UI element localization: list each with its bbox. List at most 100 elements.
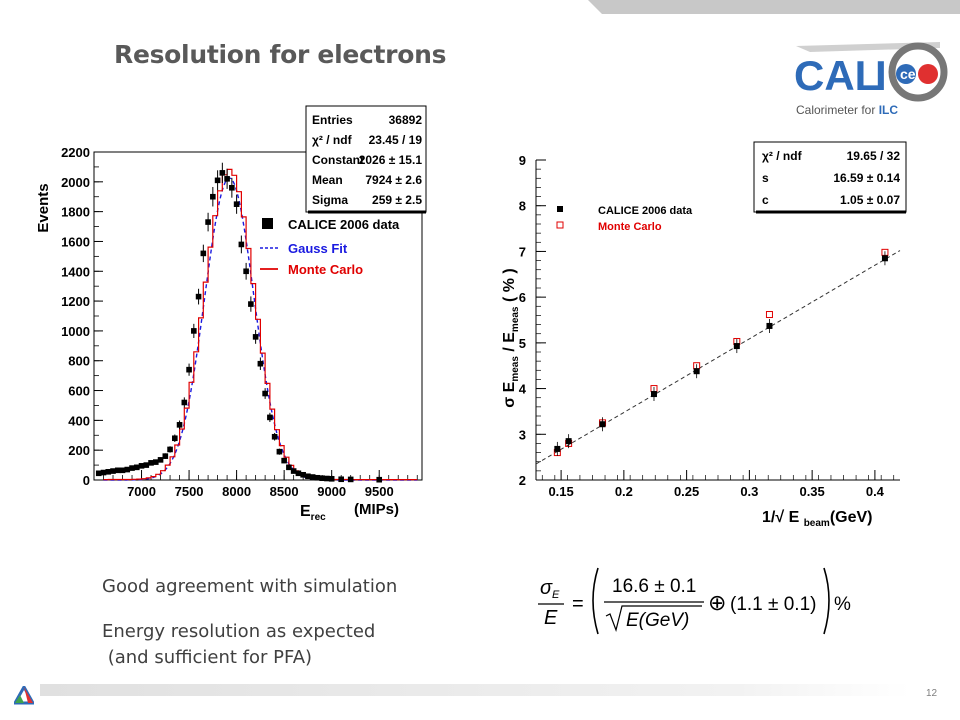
data-point (172, 435, 178, 442)
formula-constant-term: (1.1 ± 0.1) (730, 594, 816, 615)
legend-data-label: CALICE 2006 data (288, 217, 400, 232)
y-tick-label: 1400 (61, 264, 90, 279)
data-point (376, 476, 383, 483)
data-point (252, 334, 259, 340)
y-tick-label: 3 (519, 427, 526, 442)
data-point (766, 322, 773, 329)
data-point (281, 457, 287, 464)
y-tick-label: 7 (519, 244, 526, 259)
stats-label: s (762, 171, 769, 185)
bullet-agreement: Good agreement with simulation (102, 576, 398, 597)
legend-mc-label: Monte Carlo (288, 262, 363, 277)
data-point (219, 170, 226, 176)
data-point (328, 476, 335, 482)
stats-label: χ² / ndf (762, 149, 803, 163)
data-point (290, 468, 297, 474)
data-point (200, 250, 207, 257)
formula-denominator: E(GeV) (626, 610, 689, 631)
data-point (267, 414, 273, 421)
data-point (338, 476, 344, 483)
logo-text-cal: CAL (794, 52, 880, 99)
data-point (214, 177, 221, 184)
data-point (693, 368, 700, 375)
x-tick-label: 0.35 (799, 484, 824, 499)
data-point (143, 462, 150, 468)
x-axis-label: Erec (300, 503, 326, 523)
data-point (233, 201, 240, 207)
logo-subtitle-ilc: ILC (879, 103, 899, 117)
formula-percent: % (834, 594, 851, 615)
data-point (205, 219, 211, 225)
data-point (148, 460, 154, 466)
data-point (162, 453, 169, 459)
y-tick-label: 2000 (61, 175, 90, 190)
x-tick-label: 0.4 (866, 484, 885, 499)
x-tick-label: 0.25 (674, 484, 699, 499)
y-tick-label: 8 (519, 199, 526, 214)
data-point (181, 399, 188, 406)
x-tick-label: 0.2 (615, 484, 633, 499)
y-tick-label: 400 (68, 413, 90, 428)
stats-value: 1.05 ± 0.07 (840, 193, 900, 207)
slide-title: Resolution for electrons (114, 40, 447, 69)
formula-numerator: 16.6 ± 0.1 (612, 576, 696, 597)
y-tick-label: 2200 (61, 145, 90, 160)
stats-value: 23.45 / 19 (369, 133, 423, 147)
data-point (238, 241, 245, 248)
mc-point (765, 311, 773, 319)
data-point (347, 476, 354, 483)
data-point (119, 467, 126, 474)
stats-box (753, 141, 907, 213)
data-point (599, 421, 606, 428)
data-point (248, 301, 254, 307)
data-point (565, 438, 572, 445)
data-point (110, 468, 116, 474)
formula-oplus: ⊕ (708, 590, 726, 615)
y-tick-label: 1800 (61, 205, 90, 220)
y-tick-label: 2 (519, 473, 526, 488)
logo-text-i: I (875, 52, 887, 99)
stats-label: Entries (312, 113, 353, 127)
data-point (243, 268, 249, 275)
stats-label: Mean (312, 173, 343, 187)
data-point (129, 465, 135, 471)
data-point (300, 471, 306, 478)
x-tick-label: 7000 (127, 484, 156, 499)
x-tick-label: 8500 (270, 484, 299, 499)
monte-carlo-histogram (103, 168, 418, 481)
x-tick-label: 9000 (317, 484, 346, 499)
data-point (314, 474, 321, 481)
data-point (195, 293, 202, 300)
svg-text:=: = (572, 593, 584, 615)
energy-histogram-chart: 0 200 400 600 800 1000 1200 1400 1600 1800 2000 220… (35, 105, 427, 523)
data-point (324, 475, 330, 482)
x-tick-label: 9500 (365, 484, 394, 499)
y-tick-label: 1000 (61, 324, 90, 339)
x-tick-label: 0.15 (548, 484, 573, 499)
stats-label: Constant (312, 153, 364, 167)
legend-data-label: CALICE 2006 data (598, 205, 693, 217)
y-tick-label: 9 (519, 153, 526, 168)
data-point (305, 473, 311, 480)
y-tick-label: 600 (68, 384, 90, 399)
legend-mc-label: Monte Carlo (598, 221, 662, 233)
logo-text-ce: ce (900, 66, 916, 82)
top-decoration-bar (588, 0, 960, 14)
data-point (257, 360, 264, 367)
y-tick-label: 6 (519, 290, 526, 305)
fit-line (535, 250, 901, 465)
data-point (229, 184, 235, 191)
stats-value: 36892 (389, 113, 423, 127)
data-point (191, 328, 197, 334)
y-tick-label: 5 (519, 336, 526, 351)
calice-logo: CAL I ce Calorimeter for ILC (794, 42, 948, 117)
data-point (650, 391, 657, 398)
data-point (157, 457, 164, 463)
y-tick-label: 4 (519, 382, 527, 397)
x-tick-label: 0.3 (740, 484, 758, 499)
x-tick-label: 8000 (222, 484, 251, 499)
stats-box (305, 105, 427, 213)
x-axis-unit: (MIPs) (354, 501, 399, 518)
data-point (319, 475, 325, 482)
stats-value: 7924 ± 2.6 (365, 173, 422, 187)
